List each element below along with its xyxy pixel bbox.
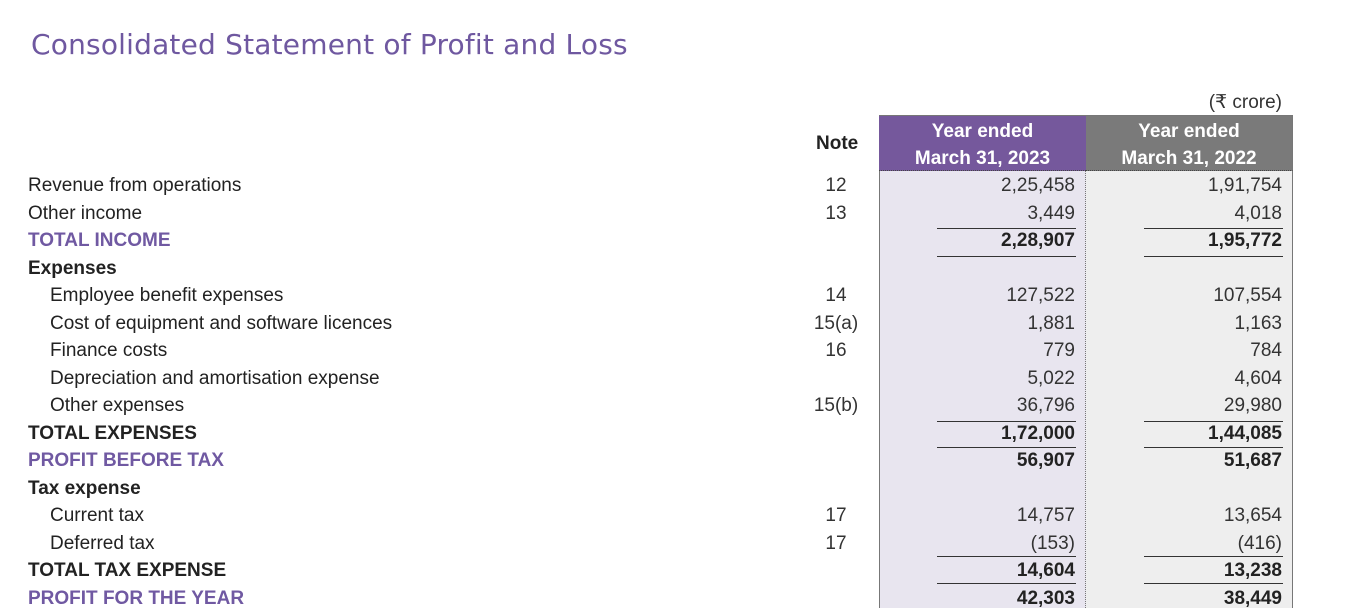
column-header-fy2023-line1: Year ended — [879, 118, 1086, 145]
row-note: 15(b) — [800, 392, 872, 419]
row-value-fy2023: 42,303 — [936, 585, 1075, 612]
table-row-finance-costs: Finance costs 16 779 784 — [0, 337, 1367, 365]
row-label: Current tax — [50, 502, 144, 529]
row-value-fy2023: 36,796 — [936, 392, 1075, 419]
row-value-fy2022: 13,654 — [1143, 502, 1282, 529]
page-title: Consolidated Statement of Profit and Los… — [31, 28, 628, 61]
row-value-fy2023: 14,757 — [936, 502, 1075, 529]
table-row-profit-before-tax: PROFIT BEFORE TAX 56,907 51,687 — [0, 447, 1367, 475]
column-header-fy2022: Year ended March 31, 2022 — [1086, 115, 1293, 171]
table-row-other-income: Other income 13 3,449 4,018 — [0, 200, 1367, 228]
table-row-depreciation: Depreciation and amortisation expense 5,… — [0, 365, 1367, 393]
row-value-fy2022: 1,44,085 — [1143, 420, 1282, 447]
row-value-fy2023: 1,881 — [936, 310, 1075, 337]
column-header-fy2022-line2: March 31, 2022 — [1086, 145, 1292, 172]
table-row-current-tax: Current tax 17 14,757 13,654 — [0, 502, 1367, 530]
table-row-total-expenses: TOTAL EXPENSES 1,72,000 1,44,085 — [0, 420, 1367, 448]
note-column-header: Note — [816, 133, 858, 155]
row-note: 16 — [800, 337, 872, 364]
row-note: 12 — [800, 172, 872, 199]
row-note: 17 — [800, 530, 872, 557]
row-label: Employee benefit expenses — [50, 282, 283, 309]
row-label: Other expenses — [50, 392, 184, 419]
row-label: TOTAL INCOME — [28, 227, 171, 254]
row-value-fy2023: 3,449 — [936, 200, 1075, 227]
row-label: TOTAL EXPENSES — [28, 420, 197, 447]
row-label: Other income — [28, 200, 142, 227]
row-value-fy2022: 1,163 — [1143, 310, 1282, 337]
row-value-fy2023: 5,022 — [936, 365, 1075, 392]
row-value-fy2023: 2,25,458 — [936, 172, 1075, 199]
row-value-fy2023: 127,522 — [936, 282, 1075, 309]
row-value-fy2022: 784 — [1143, 337, 1282, 364]
row-value-fy2022: 107,554 — [1143, 282, 1282, 309]
row-value-fy2022: 51,687 — [1143, 447, 1282, 474]
row-label: Finance costs — [50, 337, 167, 364]
table-row-equipment-software: Cost of equipment and software licences … — [0, 310, 1367, 338]
column-header-fy2023: Year ended March 31, 2023 — [879, 115, 1086, 171]
row-value-fy2022: 38,449 — [1143, 585, 1282, 612]
row-label: PROFIT FOR THE YEAR — [28, 585, 244, 612]
row-label: TOTAL TAX EXPENSE — [28, 557, 226, 584]
row-value-fy2022: 13,238 — [1143, 557, 1282, 584]
row-value-fy2022: 1,91,754 — [1143, 172, 1282, 199]
table-row-deferred-tax: Deferred tax 17 (153) (416) — [0, 530, 1367, 558]
row-label: Cost of equipment and software licences — [50, 310, 392, 337]
row-value-fy2022: 4,018 — [1143, 200, 1282, 227]
table-row-expenses-heading: Expenses — [0, 255, 1367, 283]
row-value-fy2023: (153) — [936, 530, 1075, 557]
row-value-fy2023: 1,72,000 — [936, 420, 1075, 447]
row-value-fy2023: 2,28,907 — [936, 227, 1075, 254]
row-label: PROFIT BEFORE TAX — [28, 447, 224, 474]
row-label: Depreciation and amortisation expense — [50, 365, 380, 392]
row-note: 14 — [800, 282, 872, 309]
row-value-fy2022: (416) — [1143, 530, 1282, 557]
table-row-other-expenses: Other expenses 15(b) 36,796 29,980 — [0, 392, 1367, 420]
section-heading: Expenses — [28, 255, 117, 282]
row-value-fy2023: 56,907 — [936, 447, 1075, 474]
row-label: Deferred tax — [50, 530, 155, 557]
row-note: 17 — [800, 502, 872, 529]
section-heading: Tax expense — [28, 475, 141, 502]
table-row-total-income: TOTAL INCOME 2,28,907 1,95,772 — [0, 227, 1367, 255]
row-value-fy2022: 29,980 — [1143, 392, 1282, 419]
column-header-fy2022-line1: Year ended — [1086, 118, 1292, 145]
table-row-revenue: Revenue from operations 12 2,25,458 1,91… — [0, 172, 1367, 200]
table-row-tax-heading: Tax expense — [0, 475, 1367, 503]
row-note: 13 — [800, 200, 872, 227]
row-note: 15(a) — [800, 310, 872, 337]
row-value-fy2023: 14,604 — [936, 557, 1075, 584]
row-label: Revenue from operations — [28, 172, 241, 199]
table-row-employee-benefit: Employee benefit expenses 14 127,522 107… — [0, 282, 1367, 310]
row-value-fy2022: 1,95,772 — [1143, 227, 1282, 254]
row-value-fy2022: 4,604 — [1143, 365, 1282, 392]
column-header-fy2023-line2: March 31, 2023 — [879, 145, 1086, 172]
table-row-total-tax: TOTAL TAX EXPENSE 14,604 13,238 — [0, 557, 1367, 585]
currency-unit-label: (₹ crore) — [1200, 91, 1282, 114]
row-value-fy2023: 779 — [936, 337, 1075, 364]
